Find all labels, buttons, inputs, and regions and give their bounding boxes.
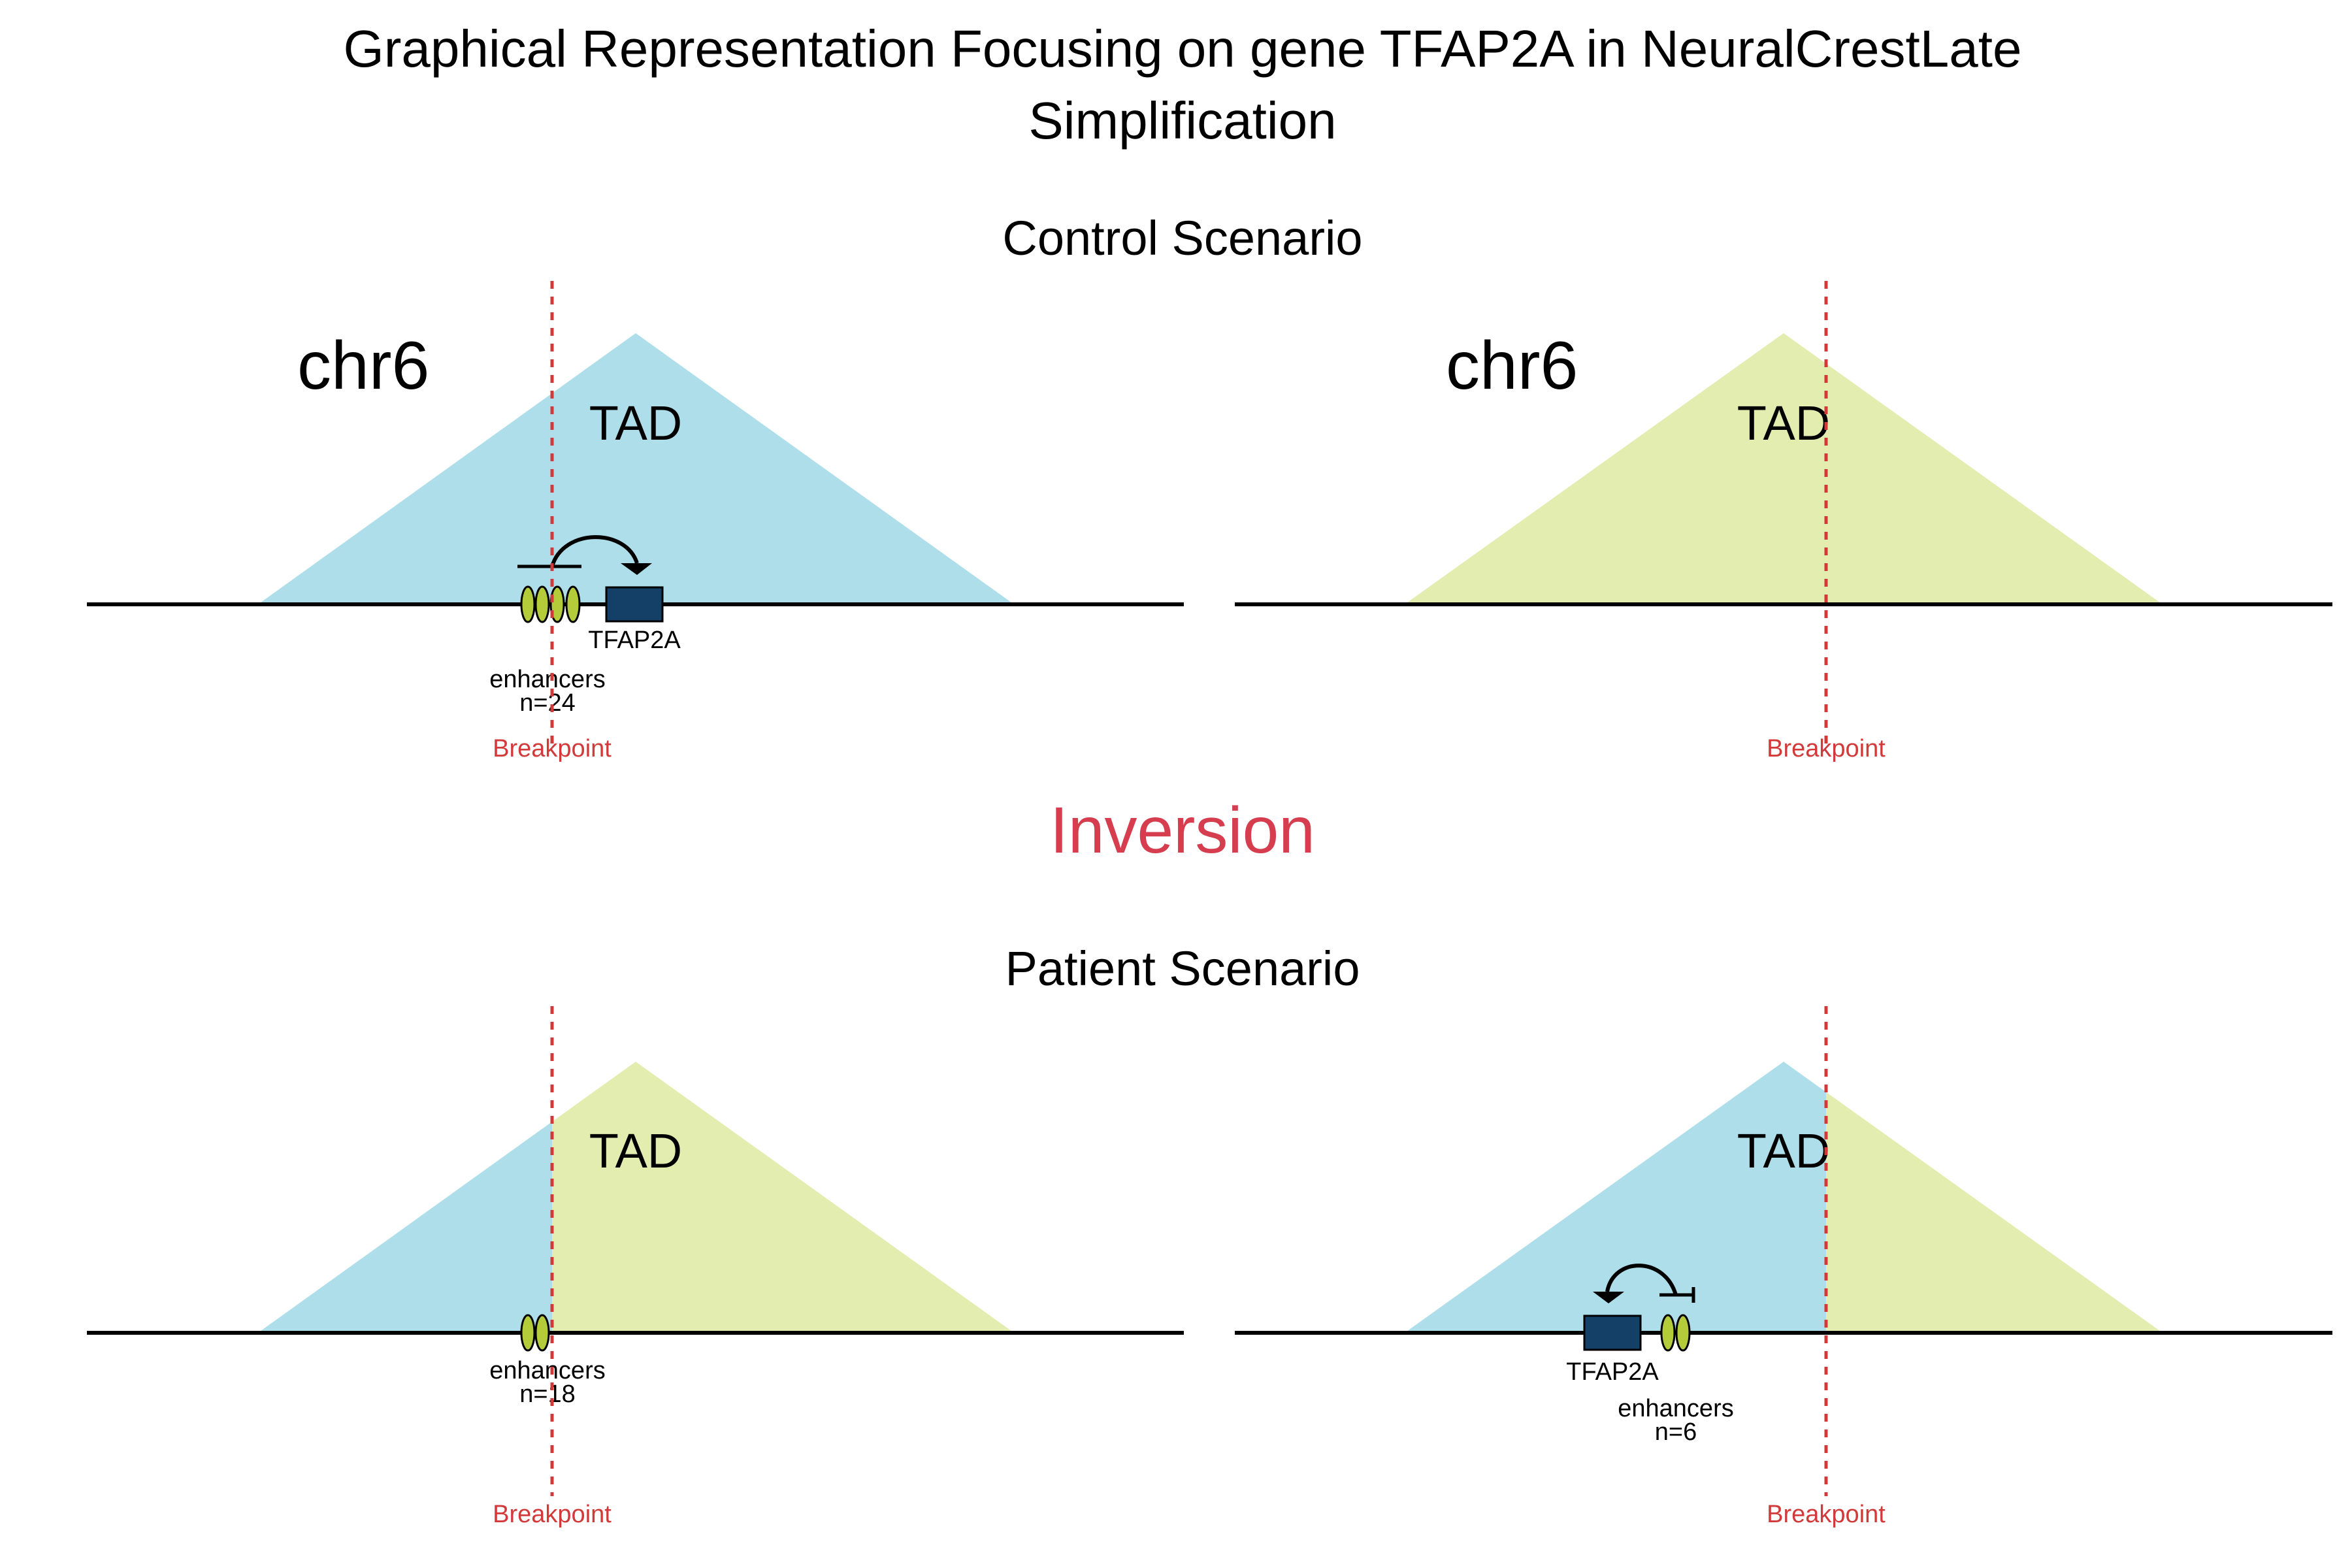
event-label: Inversion <box>1050 794 1315 867</box>
tad-triangle <box>1405 333 2163 604</box>
control-left-panel: TAD chr6 TFAP2A enhancers n=24 Breakpoin… <box>87 281 1184 762</box>
enhancers-count: n=18 <box>519 1380 576 1408</box>
gene-label: TFAP2A <box>588 627 681 654</box>
patient-left-panel: TAD enhancers n=18 Breakpoint <box>87 1006 1184 1528</box>
tad-triangle <box>258 333 1014 604</box>
activation-arrow-icon <box>1593 1264 1695 1303</box>
gene-box <box>605 586 664 623</box>
chromosome-label: chr6 <box>1446 328 1578 404</box>
tad-label: TAD <box>589 396 683 450</box>
control-right-panel: TAD chr6 Breakpoint <box>1235 281 2332 762</box>
patient-scenario-heading: Patient Scenario <box>1005 941 1360 996</box>
gene-label: TFAP2A <box>1566 1358 1659 1386</box>
gene-box <box>1583 1315 1642 1351</box>
enhancers-label: enhancers <box>1618 1395 1733 1422</box>
enhancer-cluster <box>520 585 581 623</box>
enhancers-count: n=6 <box>1655 1418 1697 1446</box>
breakpoint-label: Breakpoint <box>493 735 612 762</box>
tad-triangle-green-part <box>1826 1092 2163 1333</box>
enhancers-count: n=24 <box>519 689 576 717</box>
patient-right-panel: TAD TFAP2A enhancers n=6 Breakpoint <box>1235 1006 2332 1528</box>
tad-triangle-blue-part <box>258 1121 552 1333</box>
tad-triangle-green-part <box>552 1062 1014 1333</box>
enhancer-cluster <box>1660 1314 1691 1352</box>
tad-label: TAD <box>589 1124 683 1178</box>
enhancers-label: enhancers <box>489 1357 605 1384</box>
figure-title: Graphical Representation Focusing on gen… <box>344 20 2022 78</box>
figure-subtitle: Simplification <box>1028 91 1336 150</box>
breakpoint-label: Breakpoint <box>493 1501 612 1528</box>
enhancer-cluster <box>520 1314 550 1352</box>
breakpoint-label: Breakpoint <box>1767 1501 1886 1528</box>
chromosome-label: chr6 <box>297 328 429 404</box>
activation-arrow-icon <box>517 535 652 575</box>
breakpoint-label: Breakpoint <box>1767 735 1886 762</box>
tad-triangle-blue-part <box>1405 1062 1826 1333</box>
tad-label: TAD <box>1737 1124 1831 1178</box>
tad-label: TAD <box>1737 396 1831 450</box>
enhancers-label: enhancers <box>489 666 605 693</box>
control-scenario-heading: Control Scenario <box>1002 211 1362 265</box>
